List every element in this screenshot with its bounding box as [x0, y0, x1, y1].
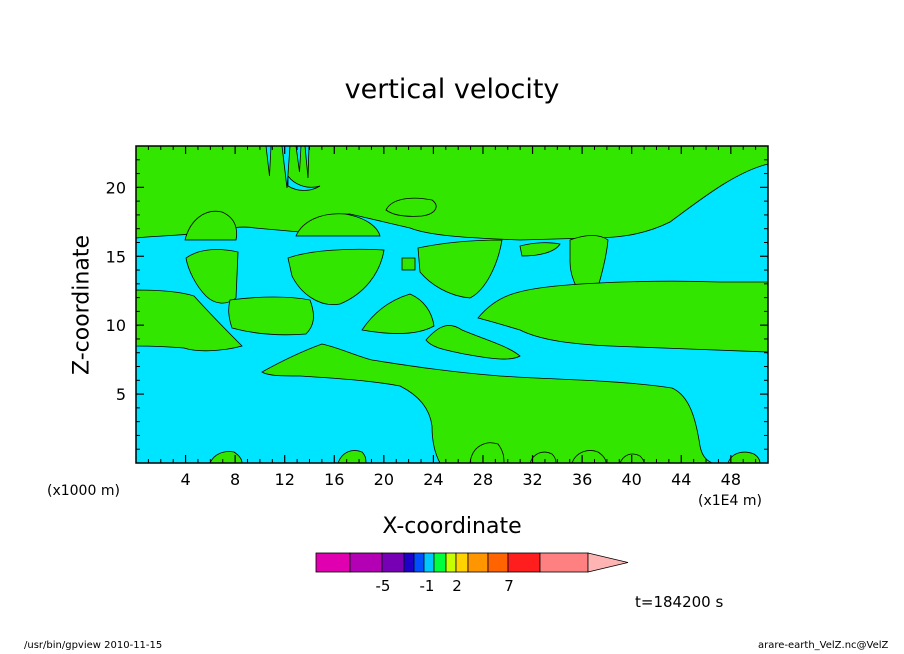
- positive-region-bottom-body: [261, 343, 713, 464]
- positive-region-center-lobe: [361, 293, 435, 334]
- footer-left-info: /usr/bin/gpview 2010-11-15: [24, 640, 163, 651]
- time-label: t=184200 s: [635, 593, 724, 611]
- colorbar-segment: [467, 552, 489, 573]
- positive-region-left-shelf: [135, 289, 243, 352]
- chart-title: vertical velocity: [344, 74, 560, 105]
- colorbar-label: -5: [376, 577, 391, 595]
- colorbar-segment: [445, 552, 457, 573]
- positive-region-center-arch: [295, 213, 381, 237]
- x-tick-label: 24: [423, 470, 443, 489]
- colorbar: -5 -1 2 7: [315, 552, 629, 595]
- x-tick-label: 40: [622, 470, 642, 489]
- positive-region-floor-bump-7: [727, 451, 761, 464]
- contour-field: [135, 145, 769, 464]
- plot-frame: [135, 145, 769, 464]
- colorbar-segment: [413, 552, 425, 573]
- positive-region-small-strip: [519, 242, 561, 257]
- x-tick-label: 36: [572, 470, 592, 489]
- x-tick-label: 12: [275, 470, 295, 489]
- x-tick-label: 8: [230, 470, 240, 489]
- colorbar-segment: [455, 552, 469, 573]
- colorbar-segment: [539, 552, 589, 573]
- colorbar-segment: [433, 552, 447, 573]
- positive-region-left-arch: [184, 210, 238, 241]
- x-tick-label: 44: [671, 470, 691, 489]
- positive-region-top-patch-1: [385, 197, 437, 217]
- colorbar-label: 2: [452, 577, 462, 595]
- colorbar-label: 7: [504, 577, 514, 595]
- negative-curl: [287, 174, 321, 191]
- x-tick-label: 28: [473, 470, 493, 489]
- positive-region-right-dome: [417, 239, 503, 299]
- footer-right-info: arare-earth_VelZ.nc@VelZ: [758, 640, 889, 651]
- positive-region-right-tongue: [425, 325, 521, 360]
- colorbar-segment: [507, 552, 541, 573]
- positive-region-floor-bump-4: [529, 451, 557, 464]
- x-tick-label: 32: [522, 470, 542, 489]
- y-tick-label: 10: [106, 316, 126, 335]
- colorbar-arrow: [587, 552, 629, 573]
- x-tick-label: 20: [374, 470, 394, 489]
- colorbar-segment: [349, 552, 383, 573]
- positive-region-small-square: [401, 257, 416, 271]
- x-axis-ticks: 4 8 12 16 20 24 28 32 36 40 44 48: [147, 146, 757, 489]
- x-tick-label: 4: [180, 470, 190, 489]
- positive-region-left-mid-lobe: [228, 296, 314, 336]
- x-tick-label: 16: [324, 470, 344, 489]
- colorbar-segment: [381, 552, 405, 573]
- x-axis-label: X-coordinate: [382, 514, 522, 539]
- x-unit-label-right: (x1E4 m): [698, 493, 762, 509]
- colorbar-segment: [487, 552, 509, 573]
- positive-region-floor-bump-5: [571, 450, 607, 464]
- y-tick-label: 5: [116, 385, 126, 404]
- y-axis-ticks: 5 10 15 20: [106, 159, 768, 450]
- x-unit-label-left: (x1000 m): [47, 483, 120, 499]
- y-tick-label: 15: [106, 247, 126, 266]
- colorbar-label: -1: [420, 577, 435, 595]
- colorbar-segment: [315, 552, 351, 573]
- positive-region-left-dome: [185, 249, 239, 304]
- y-tick-label: 20: [106, 178, 126, 197]
- x-tick-label: 48: [721, 470, 741, 489]
- colorbar-segment: [423, 552, 435, 573]
- positive-region-floor-bump-3: [469, 442, 505, 464]
- colorbar-segment: [403, 552, 415, 573]
- positive-region-right-shelf: [477, 280, 769, 353]
- positive-region-mid-dome: [287, 248, 385, 306]
- positive-region-floor-bump-1: [209, 451, 243, 464]
